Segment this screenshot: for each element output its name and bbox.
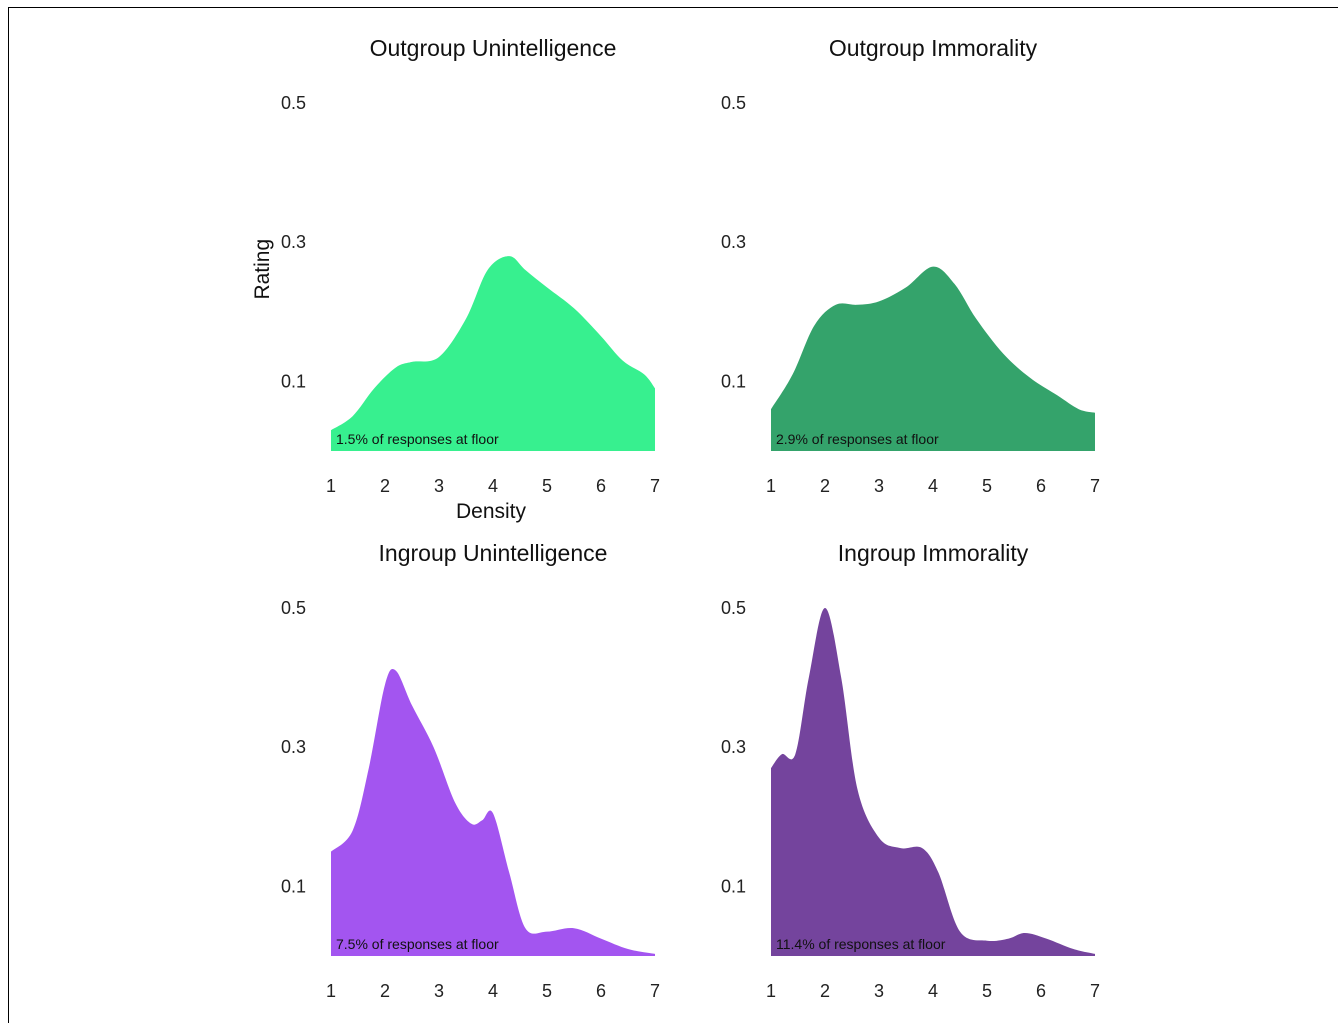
figure-frame <box>8 7 1338 1023</box>
x-tick-label: 7 <box>1090 981 1100 1001</box>
floor-annotation: 1.5% of responses at floor <box>336 431 499 447</box>
x-tick-label: 5 <box>542 476 552 496</box>
y-tick-label: 0.3 <box>281 737 306 757</box>
y-tick-label: 0.3 <box>721 232 746 252</box>
y-axis-label: Rating <box>251 239 274 300</box>
panel-4: Ingroup Immorality 0.1 0.3 0.5 1 2 3 4 5 6 7 11.4% … <box>721 540 1100 1001</box>
panel-1: Outgroup Unintelligence 0.1 0.3 0.5 1 2 3 4 5 6 7 1… <box>251 35 660 523</box>
panel-title: Ingroup Unintelligence <box>379 540 608 566</box>
panel-title: Ingroup Immorality <box>838 540 1029 566</box>
x-tick-label: 4 <box>928 981 938 1001</box>
x-tick-label: 2 <box>820 476 830 496</box>
y-tick-label: 0.5 <box>281 93 306 113</box>
x-tick-label: 6 <box>596 981 606 1001</box>
x-tick-label: 3 <box>434 981 444 1001</box>
floor-annotation: 11.4% of responses at floor <box>776 936 946 952</box>
panel-title: Outgroup Unintelligence <box>370 35 617 61</box>
panel-title: Outgroup Immorality <box>829 35 1038 61</box>
x-tick-label: 1 <box>326 981 336 1001</box>
x-tick-label: 6 <box>1036 476 1046 496</box>
y-tick-label: 0.3 <box>281 232 306 252</box>
x-tick-label: 6 <box>1036 981 1046 1001</box>
x-tick-label: 5 <box>542 981 552 1001</box>
density-area <box>331 256 655 451</box>
floor-annotation: 2.9% of responses at floor <box>776 431 939 447</box>
x-tick-label: 1 <box>766 476 776 496</box>
x-tick-label: 3 <box>874 476 884 496</box>
x-tick-label: 1 <box>766 981 776 1001</box>
y-tick-label: 0.5 <box>721 93 746 113</box>
x-tick-label: 5 <box>982 981 992 1001</box>
x-tick-label: 7 <box>650 981 660 1001</box>
y-tick-label: 0.1 <box>281 371 306 391</box>
x-tick-label: 2 <box>380 981 390 1001</box>
y-tick-label: 0.1 <box>281 876 306 896</box>
x-tick-label: 7 <box>650 476 660 496</box>
x-tick-label: 2 <box>820 981 830 1001</box>
x-tick-label: 6 <box>596 476 606 496</box>
y-tick-label: 0.3 <box>721 737 746 757</box>
floor-annotation: 7.5% of responses at floor <box>336 936 499 952</box>
panel-2: Outgroup Immorality 0.1 0.3 0.5 1 2 3 4 5 6 7 2.9% … <box>721 35 1100 496</box>
x-tick-label: 2 <box>380 476 390 496</box>
x-tick-label: 3 <box>874 981 884 1001</box>
x-tick-label: 4 <box>488 981 498 1001</box>
panel-3: Ingroup Unintelligence 0.1 0.3 0.5 1 2 3 4 5 6 7 7.… <box>281 540 660 1001</box>
y-tick-label: 0.1 <box>721 876 746 896</box>
density-area <box>771 608 1095 956</box>
x-tick-label: 4 <box>488 476 498 496</box>
y-tick-label: 0.5 <box>281 598 306 618</box>
x-tick-label: 1 <box>326 476 336 496</box>
y-tick-label: 0.5 <box>721 598 746 618</box>
x-axis-label: Density <box>456 500 527 523</box>
density-area <box>771 266 1095 451</box>
x-tick-label: 3 <box>434 476 444 496</box>
x-tick-label: 4 <box>928 476 938 496</box>
x-tick-label: 5 <box>982 476 992 496</box>
x-tick-label: 7 <box>1090 476 1100 496</box>
density-area <box>331 669 655 956</box>
y-tick-label: 0.1 <box>721 371 746 391</box>
